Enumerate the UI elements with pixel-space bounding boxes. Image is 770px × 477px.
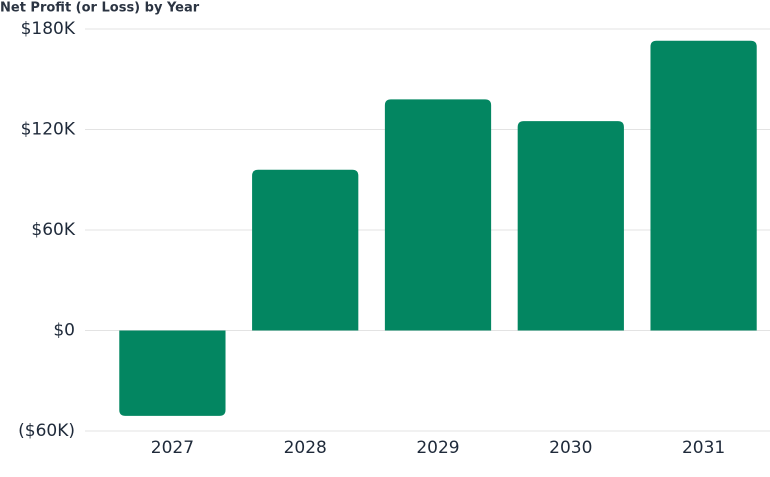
y-tick-label: $60K <box>31 220 75 240</box>
chart-title: Net Profit (or Loss) by Year <box>0 1 200 16</box>
bar <box>119 330 226 416</box>
x-tick-label: 2027 <box>151 438 194 458</box>
bar <box>384 99 492 331</box>
x-tick-label: 2028 <box>284 438 327 458</box>
x-tick-label: 2029 <box>416 438 459 458</box>
bar <box>650 40 757 331</box>
x-tick-label: 2031 <box>682 438 725 458</box>
x-tick-label: 2030 <box>549 438 592 458</box>
bar <box>517 121 624 331</box>
y-tick-label: ($60K) <box>18 421 75 441</box>
bar <box>252 169 359 331</box>
y-tick-label: $180K <box>21 19 76 39</box>
y-tick-label: $0 <box>53 321 75 341</box>
y-tick-label: $120K <box>21 120 76 140</box>
